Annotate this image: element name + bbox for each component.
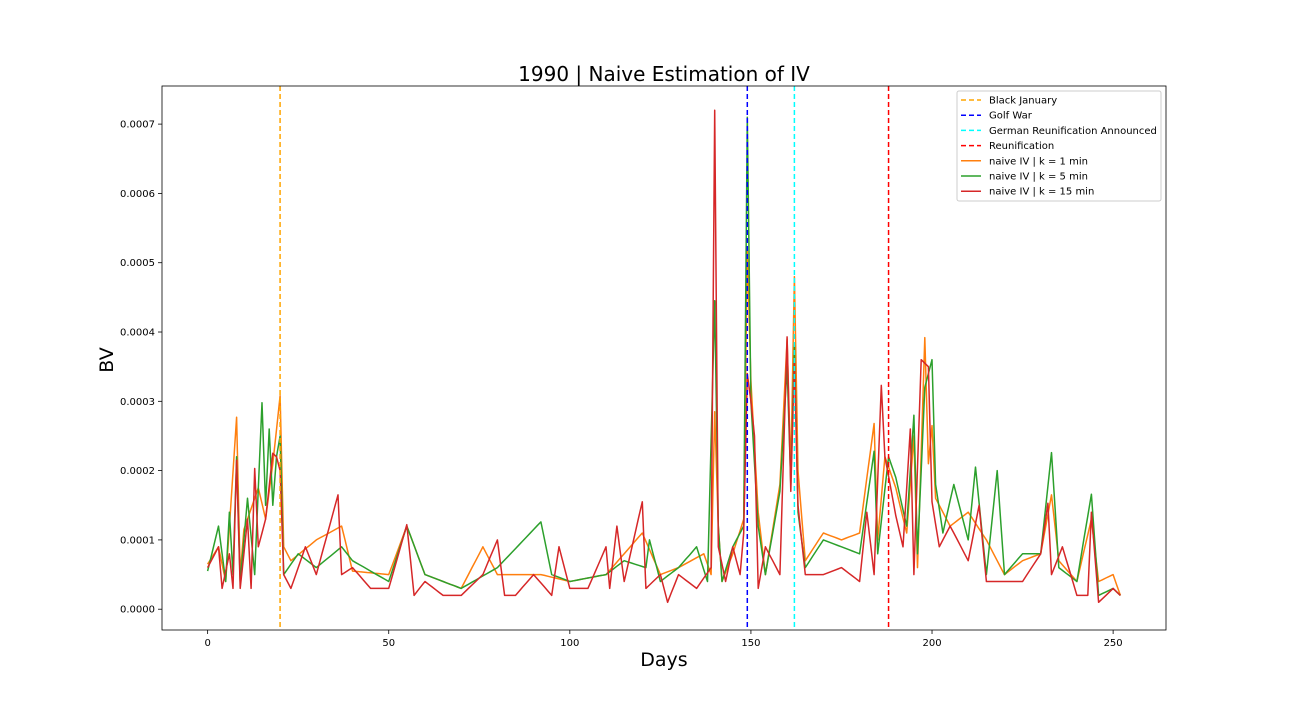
y-tick-label: 0.0004 — [120, 328, 155, 339]
legend-label: Golf War — [989, 111, 1033, 122]
x-axis-label: Days — [640, 649, 687, 671]
legend-label: Reunification — [989, 141, 1054, 152]
y-axis-label: BV — [96, 347, 118, 372]
legend-label: Black January — [989, 96, 1057, 107]
legend-label: German Reunification Announced — [989, 126, 1157, 137]
chart-title: 1990 | Naive Estimation of IV — [518, 62, 810, 86]
y-tick-label: 0.0002 — [120, 466, 155, 477]
x-tick-label: 200 — [922, 638, 941, 649]
y-tick-label: 0.0003 — [120, 397, 155, 408]
axes-frame — [161, 85, 1167, 631]
series-line-2 — [206, 116, 1121, 597]
x-tick-label: 150 — [741, 638, 760, 649]
x-tick-label: 0 — [204, 638, 210, 649]
x-tick-label: 100 — [560, 638, 579, 649]
x-tick-label: 250 — [1104, 638, 1123, 649]
legend-label: naive IV | k = 1 min — [989, 156, 1088, 167]
y-tick-label: 0.0001 — [120, 535, 155, 546]
y-tick-label: 0.0007 — [120, 120, 155, 131]
legend: Black January Golf War German Reunificatio… — [956, 90, 1162, 202]
legend-label: naive IV | k = 5 min — [989, 172, 1088, 183]
x-tick-label: 50 — [382, 638, 395, 649]
legend-box — [956, 90, 1162, 202]
y-tick-label: 0.0005 — [120, 258, 155, 269]
legend-label: naive IV | k = 15 min — [989, 187, 1094, 198]
series-line-3 — [206, 109, 1121, 604]
plot-area: 0 50 100 150 200 250 0.0000 0.0001 0.0002 0.0003 0… — [120, 85, 1167, 649]
y-tick-label: 0.0006 — [120, 189, 155, 200]
y-tick-label: 0.0000 — [120, 605, 155, 616]
series-line-1 — [206, 248, 1122, 596]
